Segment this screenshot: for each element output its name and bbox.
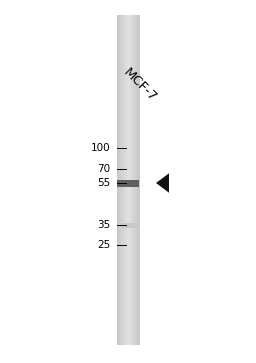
Bar [117,223,139,228]
Bar [117,15,118,345]
Text: 70: 70 [97,164,110,174]
Bar [123,15,124,345]
Bar [136,15,137,345]
Bar [134,15,135,345]
Bar [123,15,124,345]
Bar [131,15,132,345]
Bar [117,179,139,187]
Bar [130,15,131,345]
Polygon shape [156,173,169,193]
Bar [124,15,125,345]
Bar [118,15,119,345]
Bar [122,15,123,345]
Bar [120,15,121,345]
Bar [137,15,138,345]
Text: 100: 100 [90,143,110,153]
Bar [132,15,133,345]
Bar [121,15,122,345]
Bar [132,15,133,345]
Bar [133,15,135,345]
Bar [129,15,130,345]
Bar [137,15,138,345]
Bar [127,15,128,345]
Bar [124,15,125,345]
Text: 35: 35 [97,220,110,230]
Bar [125,15,126,345]
Bar [128,15,129,345]
Bar [126,15,127,345]
Bar [118,15,119,345]
Bar [119,15,120,345]
Text: 25: 25 [97,240,110,250]
Bar [120,15,121,345]
Bar [119,15,120,345]
Bar [126,15,127,345]
Bar [131,15,132,345]
Bar [138,15,139,345]
Bar [129,15,130,345]
Bar [135,15,136,345]
Bar [125,15,126,345]
Bar [133,15,134,345]
Text: MCF-7: MCF-7 [121,66,159,104]
Bar [127,15,129,345]
Bar [138,15,140,345]
Bar [130,15,131,345]
Bar [136,15,137,345]
Bar [135,15,136,345]
Bar [121,15,122,345]
Text: 55: 55 [97,178,110,188]
